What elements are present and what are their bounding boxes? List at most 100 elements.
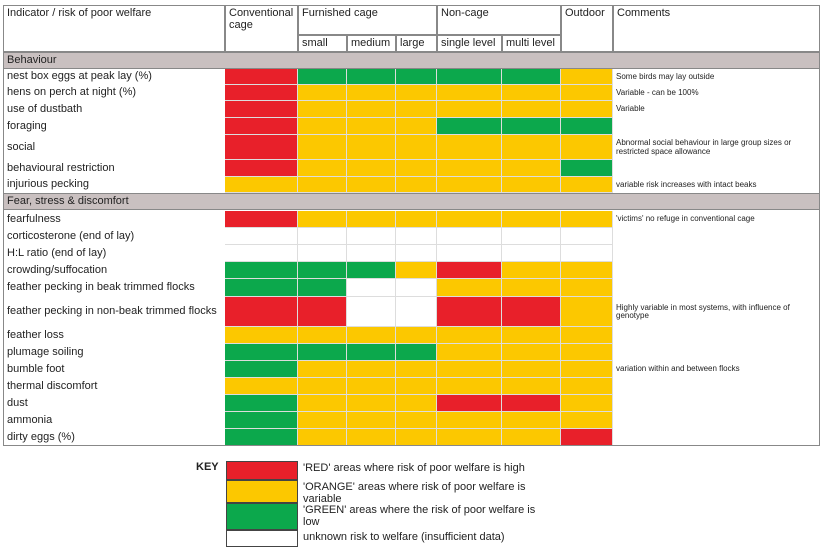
risk-cell [437, 101, 502, 118]
row-comment: variation within and between flocks [616, 364, 740, 374]
row-label: feather pecking in beak trimmed flocks [7, 281, 195, 294]
subheader-cell: large [396, 35, 437, 52]
risk-cell [561, 297, 613, 327]
risk-cell [225, 69, 298, 85]
header-cell: Furnished cage [298, 5, 437, 35]
risk-cell [396, 395, 437, 412]
row-label: use of dustbath [7, 102, 83, 115]
key-title: KEY [196, 461, 219, 473]
risk-cell [396, 344, 437, 361]
risk-cell [298, 412, 347, 429]
risk-cell [347, 177, 396, 193]
header-cell: Outdoor [561, 5, 613, 52]
key-swatch [226, 461, 298, 480]
key-text: unknown risk to welfare (insufficient da… [303, 531, 505, 543]
risk-cell [561, 429, 613, 446]
row-label: nest box eggs at peak lay (%) [7, 70, 152, 83]
risk-cell [437, 262, 502, 279]
risk-cell [561, 361, 613, 378]
row-comment: Highly variable in most systems, with in… [616, 302, 790, 320]
risk-cell [561, 177, 613, 193]
risk-cell [502, 429, 561, 446]
risk-cell [396, 327, 437, 344]
row-label: dust [7, 396, 28, 409]
risk-cell [561, 118, 613, 135]
risk-cell [561, 69, 613, 85]
risk-cell [298, 297, 347, 327]
risk-cell [437, 344, 502, 361]
risk-cell [225, 85, 298, 101]
risk-cell [437, 412, 502, 429]
risk-cell [396, 211, 437, 228]
risk-cell [437, 85, 502, 101]
risk-cell [347, 412, 396, 429]
risk-cell [225, 429, 298, 446]
header-cell: Comments [613, 5, 820, 52]
risk-cell [561, 395, 613, 412]
risk-cell [396, 160, 437, 177]
row-label: plumage soiling [7, 345, 84, 358]
risk-cell [225, 245, 298, 262]
risk-cell [437, 361, 502, 378]
risk-cell [561, 344, 613, 361]
header-cell: Indicator / risk of poor welfare [3, 5, 225, 52]
header-cell: Conventional cage [225, 5, 298, 52]
row-label: ammonia [7, 413, 53, 426]
risk-cell [298, 160, 347, 177]
risk-cell [396, 429, 437, 446]
risk-cell [225, 412, 298, 429]
risk-cell [502, 211, 561, 228]
risk-cell [396, 412, 437, 429]
risk-cell [437, 279, 502, 297]
risk-cell [347, 118, 396, 135]
risk-cell [561, 135, 613, 160]
row-label: behavioural restriction [7, 161, 115, 174]
risk-cell [347, 85, 396, 101]
risk-cell [225, 327, 298, 344]
risk-cell [502, 262, 561, 279]
risk-cell [298, 69, 347, 85]
risk-cell [225, 177, 298, 193]
risk-cell [347, 297, 396, 327]
risk-cell [502, 279, 561, 297]
risk-cell [561, 245, 613, 262]
risk-cell [437, 395, 502, 412]
risk-cell [396, 101, 437, 118]
risk-cell [396, 228, 437, 245]
risk-cell [437, 69, 502, 85]
risk-cell [347, 395, 396, 412]
risk-cell [225, 118, 298, 135]
risk-cell [347, 327, 396, 344]
row-comment: variable risk increases with intact beak… [616, 179, 757, 189]
risk-cell [347, 135, 396, 160]
risk-cell [298, 429, 347, 446]
risk-cell [225, 344, 298, 361]
key-swatch [226, 480, 298, 503]
risk-cell [561, 228, 613, 245]
risk-cell [437, 177, 502, 193]
risk-cell [225, 297, 298, 327]
risk-cell [298, 344, 347, 361]
subheader-cell: small [298, 35, 347, 52]
risk-cell [225, 378, 298, 395]
risk-cell [561, 412, 613, 429]
risk-cell [561, 279, 613, 297]
risk-cell [561, 85, 613, 101]
risk-cell [502, 69, 561, 85]
row-label: feather loss [7, 328, 64, 341]
row-label: H:L ratio (end of lay) [7, 246, 107, 259]
risk-cell [502, 361, 561, 378]
risk-cell [298, 262, 347, 279]
risk-cell [225, 262, 298, 279]
risk-cell [502, 344, 561, 361]
risk-cell [298, 228, 347, 245]
risk-cell [502, 245, 561, 262]
risk-cell [437, 297, 502, 327]
risk-cell [298, 135, 347, 160]
subheader-cell: single level [437, 35, 502, 52]
row-label: foraging [7, 119, 47, 132]
risk-cell [502, 160, 561, 177]
risk-cell [396, 297, 437, 327]
risk-cell [561, 327, 613, 344]
